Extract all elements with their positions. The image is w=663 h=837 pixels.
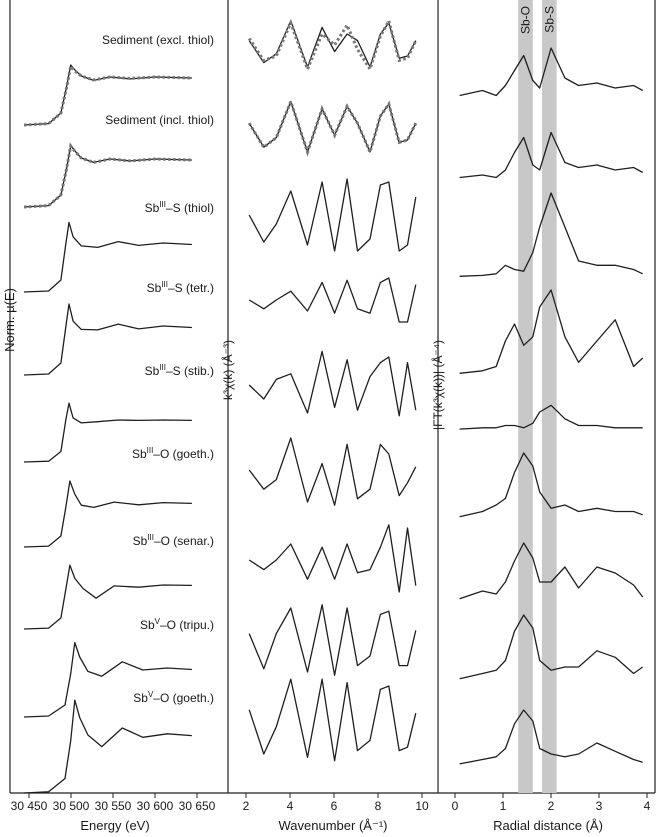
ft-xlabel: Radial distance (Å) (493, 818, 603, 833)
ft-panel (459, 47, 644, 765)
exafs-series-6 (248, 437, 417, 506)
xanes-fit-1 (23, 63, 192, 127)
ft-series-4 (459, 289, 644, 374)
band-label-1: Sb-O (519, 6, 533, 34)
tick-label: 10 (415, 799, 429, 813)
stack-label-9: SbV–O (goeth.) (133, 690, 214, 705)
xanes-series-8 (23, 641, 192, 718)
stack-label-3: SbIII–S (thiol) (145, 200, 214, 215)
tick-label: 0 (452, 799, 459, 813)
panel-frames (9, 0, 656, 794)
tick-label: 3 (596, 799, 603, 813)
stack-label-1: Sediment (excl. thiol) (102, 33, 214, 47)
band-1 (518, 0, 533, 793)
tick-label: 30 450 (11, 799, 48, 813)
ft-series-9 (459, 709, 643, 765)
tick-label: 6 (331, 799, 338, 813)
xanes-series-9 (23, 699, 192, 794)
xanes-series-5 (23, 402, 192, 463)
exafs-series-9 (248, 678, 417, 762)
stack-label-2: Sediment (incl. thiol) (105, 113, 214, 127)
exafs-panel (247, 16, 418, 762)
ft-series-6 (459, 452, 643, 518)
stack-label-5: SbIII–S (stib.) (145, 363, 214, 378)
ft-series-7 (459, 542, 644, 600)
ft-series-5 (459, 404, 643, 430)
x-ticks: 30 450 30 500 30 550 30 600 30 650 2 4 6 8 10 0 1 2 3… (11, 793, 651, 813)
exafs-fit-1 (247, 16, 418, 74)
tick-label: 4 (644, 799, 651, 813)
stack-label-8: SbV–O (tripu.) (140, 617, 214, 632)
xanes-series-7 (23, 564, 192, 630)
band-2 (541, 0, 557, 793)
xanes-series-4 (23, 303, 192, 376)
xanes-xlabel: Energy (eV) (80, 818, 149, 833)
exafs-series-7 (248, 524, 417, 593)
band-label-2: Sb-S (542, 6, 556, 33)
exafs-series-4 (248, 277, 417, 323)
tick-label: 1 (500, 799, 507, 813)
stack-label-7: SbIII–O (senar.) (133, 533, 214, 548)
xanes-series-3 (23, 221, 192, 293)
ft-series-2 (459, 131, 644, 179)
exafs-ylabel: k³χ(k) (Å⁻³) (220, 340, 235, 400)
tick-label: 8 (375, 799, 382, 813)
exafs-fit-2 (247, 97, 418, 157)
exafs-series-8 (248, 604, 417, 676)
xanes-panel: Sediment (excl. thiol) Sediment (incl. th… (23, 33, 214, 794)
ft-series-1 (459, 47, 644, 97)
exafs-series-3 (248, 178, 417, 252)
tick-label: 4 (287, 799, 294, 813)
tick-label: 30 550 (95, 799, 132, 813)
ft-ylabel: |FT(k³χ(k))| (Å⁻⁴) (430, 340, 445, 430)
ft-series-3 (459, 192, 643, 277)
tick-label: 30 600 (137, 799, 174, 813)
xanes-fit-2 (23, 142, 192, 209)
xanes-ylabel: Norm. µ(E) (2, 288, 17, 352)
exafs-xlabel: Wavenumber (Å⁻¹) (279, 818, 388, 833)
ft-series-8 (459, 614, 644, 680)
xanes-series-6 (23, 480, 192, 548)
stack-label-4: SbIII–S (tetr.) (147, 280, 214, 295)
tick-label: 30 500 (53, 799, 90, 813)
stack-label-6: SbIII–O (goeth.) (132, 446, 214, 461)
tick-label: 30 650 (179, 799, 216, 813)
tick-label: 2 (548, 799, 555, 813)
tick-label: 2 (243, 799, 250, 813)
exafs-series-5 (248, 350, 417, 417)
